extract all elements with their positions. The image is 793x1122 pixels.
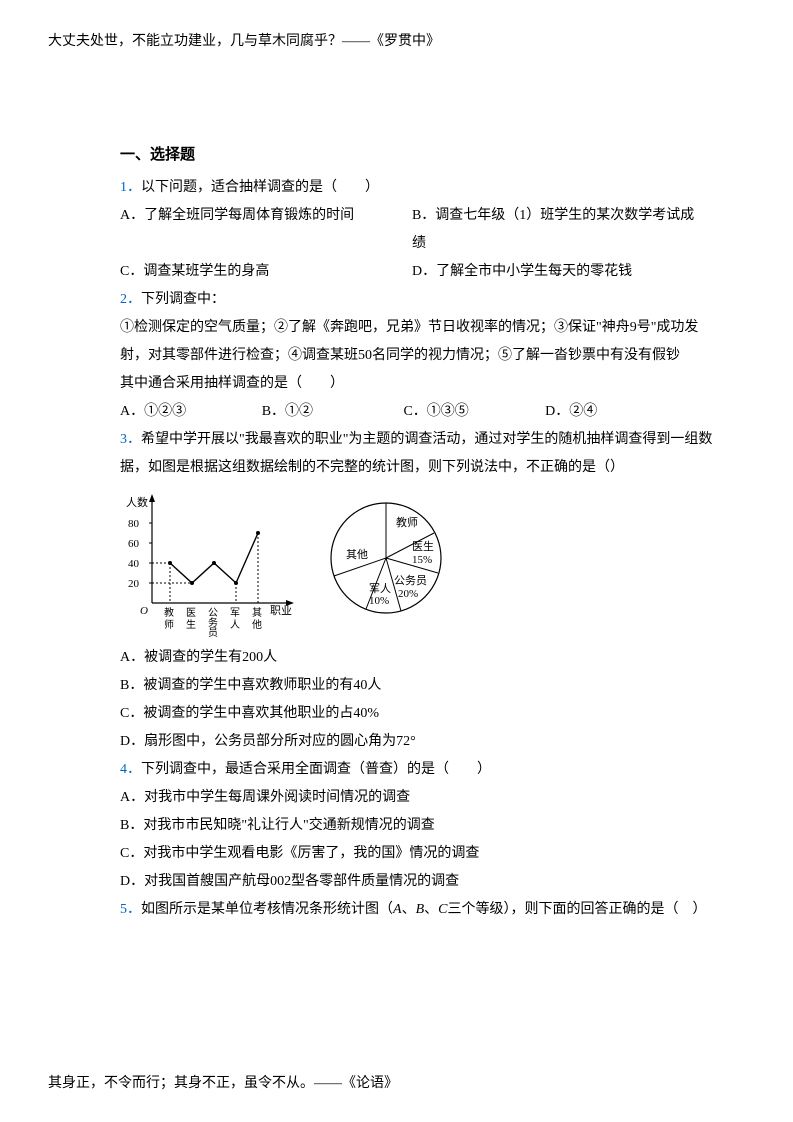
question-3: 3．希望中学开展以"我最喜欢的职业"为主题的调查活动，通过对学生的随机抽样调查得… bbox=[120, 426, 721, 756]
q2-line1: ①检测保定的空气质量；②了解《奔跑吧，兄弟》节日收视率的情况；③保证"神舟9号"… bbox=[120, 314, 721, 370]
ytick-20: 20 bbox=[128, 578, 140, 590]
page-footer: 其身正，不令而行；其身不正，虽令不从。——《论语》 bbox=[48, 1072, 398, 1092]
q4-stem: 下列调查中，最适合采用全面调查（普查）的是（ ） bbox=[141, 762, 491, 777]
q2-opt-a: A．①②③ bbox=[120, 398, 258, 426]
q4-opt-c: C．对我市中学生观看电影《厉害了，我的国》情况的调查 bbox=[120, 840, 721, 868]
pie-doctor: 医生 bbox=[412, 539, 434, 553]
question-4: 4．下列调查中，最适合采用全面调查（普查）的是（ ） A．对我市中学生每周课外阅… bbox=[120, 756, 721, 896]
pie-civil-pct: 20% bbox=[398, 588, 418, 600]
question-1: 1．以下问题，适合抽样调查的是（ ） A．了解全班同学每周体育锻炼的时间 B．调… bbox=[120, 174, 721, 286]
line-chart: 20 40 60 80 人数 bbox=[120, 488, 300, 638]
q1-opt-d: D．了解全市中小学生每天的零花钱 bbox=[412, 258, 700, 286]
q2-opt-d: D．②④ bbox=[545, 398, 683, 426]
ytick-40: 40 bbox=[128, 558, 140, 570]
footer-quote: 其身正，不令而行；其身不正，虽令不从。——《论语》 bbox=[48, 1076, 398, 1091]
svg-text:人: 人 bbox=[230, 619, 240, 631]
section-title: 一、选择题 bbox=[120, 140, 721, 170]
q5-number: 5． bbox=[120, 902, 141, 917]
q2-opt-c: C．①③⑤ bbox=[403, 398, 541, 426]
svg-text:其: 其 bbox=[252, 607, 262, 619]
q5-var-b: B bbox=[416, 902, 425, 917]
q3-stem: 希望中学开展以"我最喜欢的职业"为主题的调查活动，通过对学生的随机抽样调查得到一… bbox=[120, 432, 712, 475]
q5-stem-a: 如图所示是某单位考核情况条形统计图（ bbox=[141, 902, 393, 917]
svg-text:医: 医 bbox=[186, 607, 196, 619]
svg-text:师: 师 bbox=[164, 618, 174, 631]
q1-stem: 以下问题，适合抽样调查的是（ ） bbox=[141, 180, 379, 195]
q3-figures: 20 40 60 80 人数 bbox=[120, 488, 721, 638]
main-content: 一、选择题 1．以下问题，适合抽样调查的是（ ） A．了解全班同学每周体育锻炼的… bbox=[48, 140, 745, 924]
q4-opt-b: B．对我市市民知晓"礼让行人"交通新规情况的调查 bbox=[120, 812, 721, 840]
q1-opt-b: B．调查七年级（1）班学生的某次数学考试成绩 bbox=[412, 202, 700, 258]
pie-chart-svg: 教师 医生 15% 公务员 20% 军人 10% 其他 bbox=[316, 488, 456, 628]
question-5: 5．如图所示是某单位考核情况条形统计图（A、B、C三个等级），则下面的回答正确的… bbox=[120, 896, 721, 924]
pie-civil: 公务员 bbox=[394, 574, 427, 587]
q5-var-a: A bbox=[393, 902, 402, 917]
pie-teacher: 教师 bbox=[396, 516, 418, 529]
q5-sep2: 、 bbox=[424, 902, 438, 917]
q3-opt-d: D．扇形图中，公务员部分所对应的圆心角为72° bbox=[120, 728, 721, 756]
svg-text:教: 教 bbox=[164, 606, 174, 619]
q3-opt-a: A．被调查的学生有200人 bbox=[120, 644, 721, 672]
q4-number: 4． bbox=[120, 762, 141, 777]
q2-line2: 其中通合采用抽样调查的是（ ） bbox=[120, 370, 721, 398]
header-quote: 大丈夫处世，不能立功建业，几与草木同腐乎？——《罗贯中》 bbox=[48, 34, 440, 49]
q4-opt-d: D．对我国首艘国产航母002型各零部件质量情况的调查 bbox=[120, 868, 721, 896]
ytick-60: 60 bbox=[128, 538, 140, 550]
q3-opt-c: C．被调查的学生中喜欢其他职业的占40% bbox=[120, 700, 721, 728]
question-2: 2．下列调查中： ①检测保定的空气质量；②了解《奔跑吧，兄弟》节日收视率的情况；… bbox=[120, 286, 721, 426]
x-label: 职业 bbox=[270, 604, 292, 617]
q2-opt-b: B．①② bbox=[262, 398, 400, 426]
q3-number: 3． bbox=[120, 432, 141, 447]
svg-text:军: 军 bbox=[230, 607, 240, 619]
q2-number: 2． bbox=[120, 292, 141, 307]
y-label: 人数 bbox=[126, 496, 148, 509]
pie-doctor-pct: 15% bbox=[412, 554, 432, 566]
q2-stem: 下列调查中： bbox=[141, 292, 225, 307]
ytick-80: 80 bbox=[128, 518, 140, 530]
pie-other: 其他 bbox=[346, 548, 368, 561]
page-header: 大丈夫处世，不能立功建业，几与草木同腐乎？——《罗贯中》 bbox=[48, 30, 745, 50]
svg-text:员: 员 bbox=[208, 627, 218, 638]
q4-opt-a: A．对我市中学生每周课外阅读时间情况的调查 bbox=[120, 784, 721, 812]
pie-army: 军人 bbox=[369, 582, 391, 595]
q3-opt-b: B．被调查的学生中喜欢教师职业的有40人 bbox=[120, 672, 721, 700]
line-chart-svg: 20 40 60 80 人数 bbox=[120, 488, 300, 638]
pie-chart: 教师 医生 15% 公务员 20% 军人 10% 其他 bbox=[316, 488, 456, 628]
svg-text:生: 生 bbox=[186, 618, 196, 631]
q5-sep1: 、 bbox=[402, 902, 416, 917]
q1-number: 1． bbox=[120, 180, 141, 195]
svg-text:他: 他 bbox=[252, 618, 262, 631]
pie-army-pct: 10% bbox=[369, 595, 389, 607]
svg-text:O: O bbox=[140, 605, 148, 617]
q1-opt-c: C．调查某班学生的身高 bbox=[120, 258, 408, 286]
q5-stem-b: 三个等级），则下面的回答正确的是（ ） bbox=[447, 902, 706, 917]
q1-opt-a: A．了解全班同学每周体育锻炼的时间 bbox=[120, 202, 408, 230]
